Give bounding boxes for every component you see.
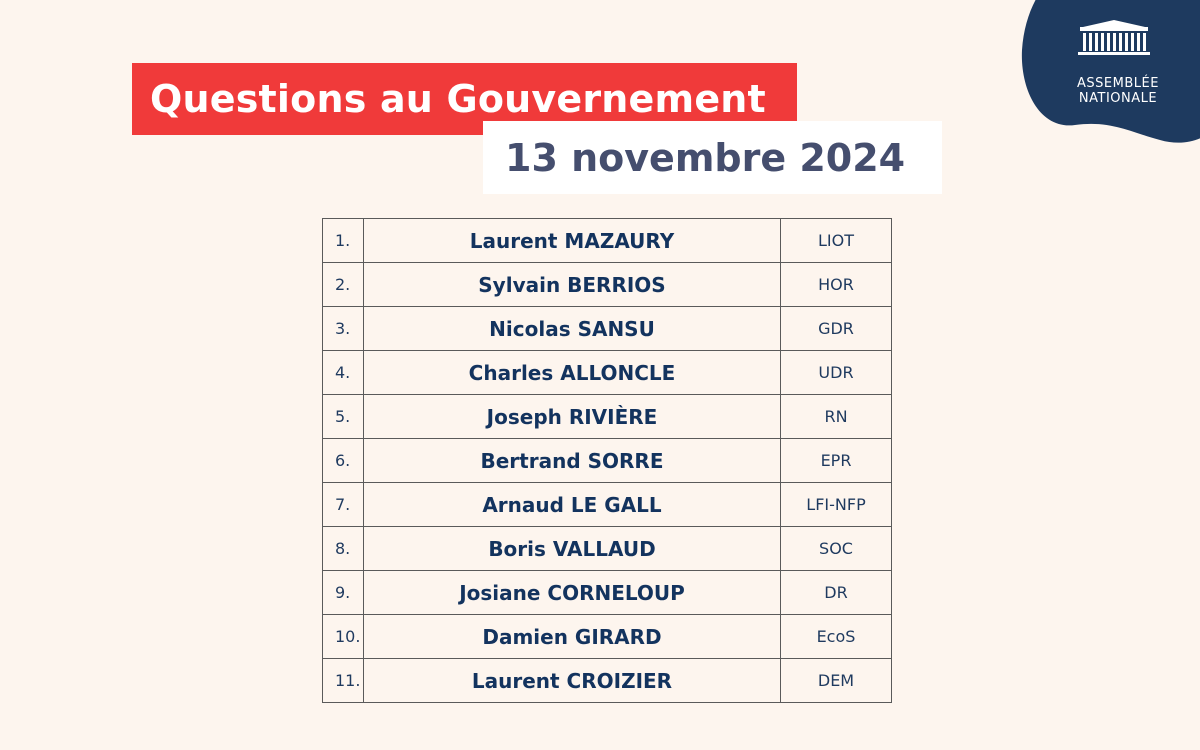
political-group: UDR — [780, 350, 892, 395]
table-row: 4. Charles ALLONCLE UDR — [322, 350, 892, 395]
political-group: HOR — [780, 262, 892, 307]
political-group: EPR — [780, 438, 892, 483]
title-banner: Questions au Gouvernement — [132, 63, 797, 135]
row-number: 3. — [322, 306, 364, 351]
table-row: 7. Arnaud LE GALL LFI-NFP — [322, 482, 892, 527]
political-group: DR — [780, 570, 892, 615]
deputy-name: Joseph RIVIÈRE — [363, 394, 781, 439]
row-number: 9. — [322, 570, 364, 615]
political-group: GDR — [780, 306, 892, 351]
table-row: 1. Laurent MAZAURY LIOT — [322, 218, 892, 263]
row-number: 11. — [322, 658, 364, 703]
table-row: 10. Damien GIRARD EcoS — [322, 614, 892, 659]
deputy-name: Laurent MAZAURY — [363, 218, 781, 263]
table-row: 5. Joseph RIVIÈRE RN — [322, 394, 892, 439]
logo-line-2: NATIONALE — [1078, 91, 1158, 106]
table-row: 2. Sylvain BERRIOS HOR — [322, 262, 892, 307]
table-row: 8. Boris VALLAUD SOC — [322, 526, 892, 571]
political-group: RN — [780, 394, 892, 439]
session-date: 13 novembre 2024 — [505, 135, 906, 180]
political-group: LIOT — [780, 218, 892, 263]
table-row: 9. Josiane CORNELOUP DR — [322, 570, 892, 615]
political-group: DEM — [780, 658, 892, 703]
row-number: 4. — [322, 350, 364, 395]
deputy-name: Boris VALLAUD — [363, 526, 781, 571]
deputy-name: Bertrand SORRE — [363, 438, 781, 483]
questions-table-body: 1. Laurent MAZAURY LIOT 2. Sylvain BERRI… — [322, 218, 892, 703]
assemblee-nationale-logo: ASSEMBLÉE NATIONALE — [1020, 0, 1200, 150]
parliament-building-icon — [1078, 20, 1150, 55]
deputy-name: Laurent CROIZIER — [363, 658, 781, 703]
political-group: EcoS — [780, 614, 892, 659]
logo-line-1: ASSEMBLÉE — [1077, 76, 1159, 91]
table-row: 11. Laurent CROIZIER DEM — [322, 658, 892, 703]
row-number: 7. — [322, 482, 364, 527]
date-banner: 13 novembre 2024 — [483, 121, 942, 194]
deputy-name: Charles ALLONCLE — [363, 350, 781, 395]
questions-table: 1. Laurent MAZAURY LIOT 2. Sylvain BERRI… — [322, 218, 892, 703]
table-row: 6. Bertrand SORRE EPR — [322, 438, 892, 483]
page-title: Questions au Gouvernement — [150, 77, 766, 121]
deputy-name: Josiane CORNELOUP — [363, 570, 781, 615]
political-group: LFI-NFP — [780, 482, 892, 527]
row-number: 8. — [322, 526, 364, 571]
row-number: 10. — [322, 614, 364, 659]
deputy-name: Sylvain BERRIOS — [363, 262, 781, 307]
political-group: SOC — [780, 526, 892, 571]
deputy-name: Damien GIRARD — [363, 614, 781, 659]
table-row: 3. Nicolas SANSU GDR — [322, 306, 892, 351]
row-number: 5. — [322, 394, 364, 439]
deputy-name: Nicolas SANSU — [363, 306, 781, 351]
deputy-name: Arnaud LE GALL — [363, 482, 781, 527]
row-number: 2. — [322, 262, 364, 307]
row-number: 1. — [322, 218, 364, 263]
logo-background — [1021, 0, 1200, 143]
row-number: 6. — [322, 438, 364, 483]
